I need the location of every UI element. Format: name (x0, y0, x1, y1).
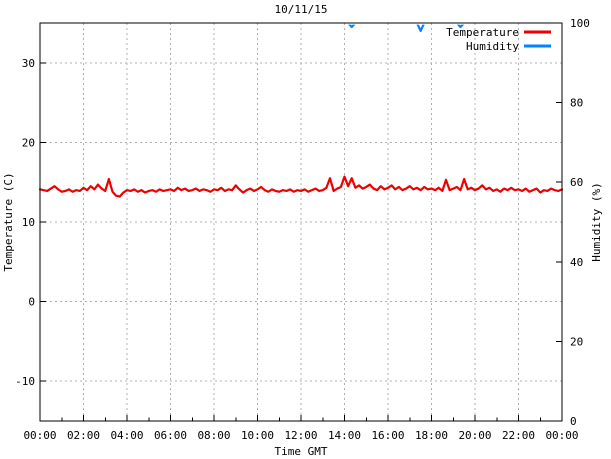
y-left-tick-label: 10 (22, 216, 35, 229)
x-tick-label: 04:00 (110, 429, 143, 442)
x-tick-label: 18:00 (415, 429, 448, 442)
y-left-tick-label: 30 (22, 57, 35, 70)
legend: Temperature Humidity (446, 26, 551, 53)
chart-title: 10/11/15 (275, 3, 328, 16)
series-lines (39, 24, 563, 198)
temperature-line (39, 175, 563, 198)
x-tick-label: 22:00 (502, 429, 535, 442)
y-left-tick-label: -10 (15, 375, 35, 388)
x-tick-label: 02:00 (67, 429, 100, 442)
x-tick-label: 14:00 (328, 429, 361, 442)
x-tick-label: 00:00 (23, 429, 56, 442)
y-right-tick-label: 20 (570, 335, 583, 348)
legend-temperature-label: Temperature (446, 26, 519, 39)
gridlines (40, 23, 562, 421)
x-tick-label: 12:00 (284, 429, 317, 442)
y-axis-label-left: Temperature (C) (2, 172, 15, 271)
x-tick-label: 08:00 (197, 429, 230, 442)
legend-humidity-label: Humidity (466, 40, 519, 53)
tick-labels: 00:00 02:00 04:00 06:00 08:00 10:00 12:00 14:00… (15, 17, 590, 442)
y-right-tick-label: 40 (570, 256, 583, 269)
x-tick-label: 00:00 (545, 429, 578, 442)
y-right-tick-label: 80 (570, 97, 583, 110)
x-tick-label: 06:00 (154, 429, 187, 442)
y-left-tick-label: 0 (28, 296, 35, 309)
y-right-tick-label: 0 (570, 415, 577, 428)
x-tick-label: 10:00 (241, 429, 274, 442)
x-axis-label: Time GMT (275, 445, 328, 458)
y-right-tick-label: 60 (570, 176, 583, 189)
y-axis-label-right: Humidity (%) (590, 182, 603, 261)
y-left-tick-label: 20 (22, 136, 35, 149)
x-tick-label: 16:00 (371, 429, 404, 442)
y-right-tick-label: 100 (570, 17, 590, 30)
x-tick-label: 20:00 (458, 429, 491, 442)
plot-frame (39, 22, 563, 422)
